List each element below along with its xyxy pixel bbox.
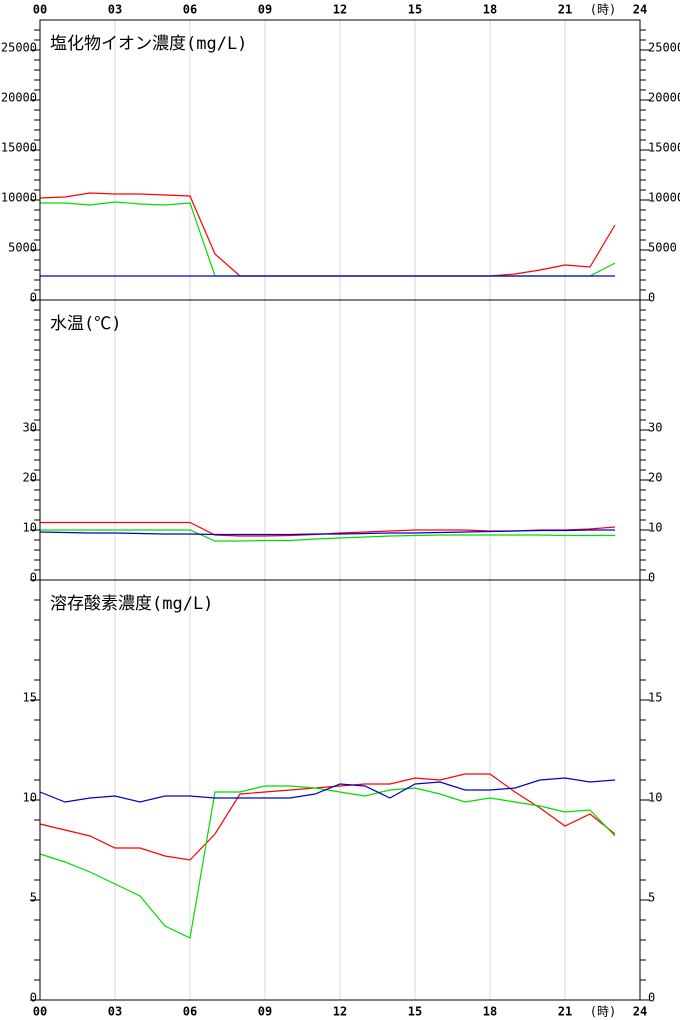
y-tick-label: 0	[648, 291, 655, 305]
y-tick-label: 25000	[648, 41, 680, 55]
y-tick-label: 30	[648, 421, 662, 435]
y-tick-label: 5000	[648, 241, 677, 255]
y-tick-label: 5000	[8, 241, 37, 255]
x-tick-label: 06	[183, 1005, 197, 1019]
series-line	[40, 529, 615, 542]
x-tick-label: 00	[33, 3, 47, 17]
x-tick-label: 12	[333, 3, 347, 17]
y-tick-label: 5	[30, 891, 37, 905]
y-tick-label: 0	[30, 291, 37, 305]
x-tick-label: 18	[483, 3, 497, 17]
y-tick-label: 10	[23, 791, 37, 805]
x-tick-label: 15	[408, 3, 422, 17]
panel-title: 溶存酸素濃度(mg/L)	[50, 594, 213, 614]
panel-title: 水温(℃)	[50, 314, 121, 334]
series-line	[39, 785, 616, 939]
y-tick-label: 20	[23, 471, 37, 485]
y-tick-label: 25000	[1, 41, 37, 55]
x-tick-label: 21	[558, 3, 572, 17]
x-unit: (時)	[590, 1005, 616, 1019]
series-line	[40, 201, 616, 277]
y-tick-label: 30	[23, 421, 37, 435]
y-tick-label: 0	[648, 991, 655, 1005]
x-tick-label: 24	[633, 3, 647, 17]
y-tick-label: 15000	[648, 141, 680, 155]
y-tick-label: 20	[648, 471, 662, 485]
series-line	[39, 777, 616, 803]
y-tick-label: 15	[648, 691, 662, 705]
y-tick-label: 15000	[1, 141, 37, 155]
y-tick-label: 10	[648, 521, 662, 535]
y-tick-label: 5	[648, 891, 655, 905]
x-tick-label: 06	[183, 3, 197, 17]
x-tick-label: 12	[333, 1005, 347, 1019]
panel-title: 塩化物イオン濃度(mg/L)	[50, 34, 247, 54]
x-tick-label: 18	[483, 1005, 497, 1019]
x-tick-label: 00	[33, 1005, 47, 1019]
series-line	[39, 529, 615, 536]
x-tick-label: 03	[108, 3, 122, 17]
x-tick-label: 21	[558, 1005, 572, 1019]
series-line	[39, 192, 616, 277]
y-tick-label: 0	[30, 991, 37, 1005]
x-tick-label: 09	[258, 3, 272, 17]
x-unit: (時)	[590, 3, 616, 17]
y-tick-label: 15	[23, 691, 37, 705]
y-tick-label: 20000	[1, 91, 37, 105]
y-tick-label: 0	[648, 571, 655, 585]
series-line	[39, 773, 616, 861]
y-tick-label: 0	[30, 571, 37, 585]
x-tick-label: 24	[633, 1005, 647, 1019]
plot-frame	[39, 579, 641, 1001]
y-tick-label: 10	[23, 521, 37, 535]
y-tick-label: 10000	[1, 191, 37, 205]
y-tick-label: 20000	[648, 91, 680, 105]
x-tick-label: 09	[258, 1005, 272, 1019]
y-tick-label: 10000	[648, 191, 680, 205]
x-tick-label: 15	[408, 1005, 422, 1019]
y-tick-label: 10	[648, 791, 662, 805]
x-tick-label: 03	[108, 1005, 122, 1019]
